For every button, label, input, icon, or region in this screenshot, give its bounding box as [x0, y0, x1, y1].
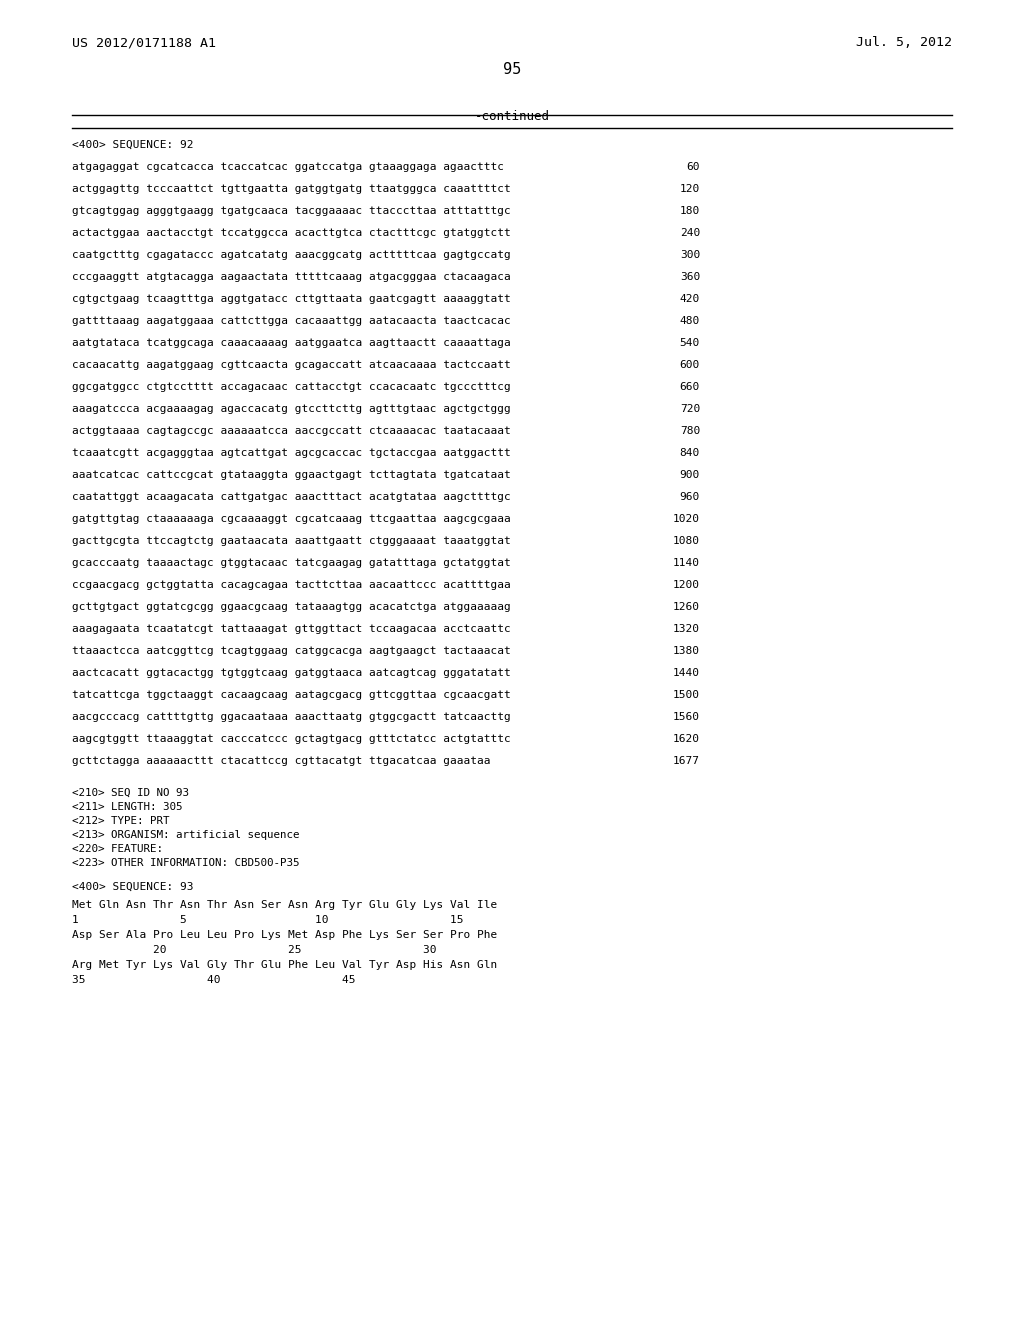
Text: actggtaaaa cagtagccgc aaaaaatcca aaccgccatt ctcaaaacac taatacaaat: actggtaaaa cagtagccgc aaaaaatcca aaccgcc… — [72, 426, 511, 436]
Text: <210> SEQ ID NO 93: <210> SEQ ID NO 93 — [72, 788, 189, 799]
Text: cacaacattg aagatggaag cgttcaacta gcagaccatt atcaacaaaa tactccaatt: cacaacattg aagatggaag cgttcaacta gcagacc… — [72, 360, 511, 370]
Text: cccgaaggtt atgtacagga aagaactata tttttcaaag atgacgggaa ctacaagaca: cccgaaggtt atgtacagga aagaactata tttttca… — [72, 272, 511, 282]
Text: 1620: 1620 — [673, 734, 700, 744]
Text: gacttgcgta ttccagtctg gaataacata aaattgaatt ctgggaaaat taaatggtat: gacttgcgta ttccagtctg gaataacata aaattga… — [72, 536, 511, 546]
Text: actactggaa aactacctgt tccatggcca acacttgtca ctactttcgc gtatggtctt: actactggaa aactacctgt tccatggcca acacttg… — [72, 228, 511, 238]
Text: gtcagtggag agggtgaagg tgatgcaaca tacggaaaac ttacccttaa atttatttgc: gtcagtggag agggtgaagg tgatgcaaca tacggaa… — [72, 206, 511, 216]
Text: tcaaatcgtt acgagggtaa agtcattgat agcgcaccac tgctaccgaa aatggacttt: tcaaatcgtt acgagggtaa agtcattgat agcgcac… — [72, 447, 511, 458]
Text: Arg Met Tyr Lys Val Gly Thr Glu Phe Leu Val Tyr Asp His Asn Gln: Arg Met Tyr Lys Val Gly Thr Glu Phe Leu … — [72, 960, 498, 970]
Text: Met Gln Asn Thr Asn Thr Asn Ser Asn Arg Tyr Glu Gly Lys Val Ile: Met Gln Asn Thr Asn Thr Asn Ser Asn Arg … — [72, 900, 498, 909]
Text: ggcgatggcc ctgtcctttt accagacaac cattacctgt ccacacaatc tgccctttcg: ggcgatggcc ctgtcctttt accagacaac cattacc… — [72, 381, 511, 392]
Text: 1560: 1560 — [673, 711, 700, 722]
Text: gatgttgtag ctaaaaaaga cgcaaaaggt cgcatcaaag ttcgaattaa aagcgcgaaa: gatgttgtag ctaaaaaaga cgcaaaaggt cgcatca… — [72, 513, 511, 524]
Text: gcttgtgact ggtatcgcgg ggaacgcaag tataaagtgg acacatctga atggaaaaag: gcttgtgact ggtatcgcgg ggaacgcaag tataaag… — [72, 602, 511, 612]
Text: atgagaggat cgcatcacca tcaccatcac ggatccatga gtaaaggaga agaactttc: atgagaggat cgcatcacca tcaccatcac ggatcca… — [72, 162, 504, 172]
Text: 900: 900 — [680, 470, 700, 480]
Text: aagcgtggtt ttaaaggtat cacccatccc gctagtgacg gtttctatcc actgtatttc: aagcgtggtt ttaaaggtat cacccatccc gctagtg… — [72, 734, 511, 744]
Text: 1200: 1200 — [673, 579, 700, 590]
Text: <223> OTHER INFORMATION: CBD500-P35: <223> OTHER INFORMATION: CBD500-P35 — [72, 858, 299, 869]
Text: <220> FEATURE:: <220> FEATURE: — [72, 843, 163, 854]
Text: caatgctttg cgagataccc agatcatatg aaacggcatg actttttcaa gagtgccatg: caatgctttg cgagataccc agatcatatg aaacggc… — [72, 249, 511, 260]
Text: 720: 720 — [680, 404, 700, 414]
Text: aactcacatt ggtacactgg tgtggtcaag gatggtaaca aatcagtcag gggatatatt: aactcacatt ggtacactgg tgtggtcaag gatggta… — [72, 668, 511, 678]
Text: 1080: 1080 — [673, 536, 700, 546]
Text: aaagatccca acgaaaagag agaccacatg gtccttcttg agtttgtaac agctgctggg: aaagatccca acgaaaagag agaccacatg gtccttc… — [72, 404, 511, 414]
Text: 840: 840 — [680, 447, 700, 458]
Text: 1320: 1320 — [673, 624, 700, 634]
Text: aatgtataca tcatggcaga caaacaaaag aatggaatca aagttaactt caaaattaga: aatgtataca tcatggcaga caaacaaaag aatggaa… — [72, 338, 511, 348]
Text: 1677: 1677 — [673, 756, 700, 766]
Text: 300: 300 — [680, 249, 700, 260]
Text: 60: 60 — [686, 162, 700, 172]
Text: <213> ORGANISM: artificial sequence: <213> ORGANISM: artificial sequence — [72, 830, 299, 840]
Text: aaagagaata tcaatatcgt tattaaagat gttggttact tccaagacaa acctcaattc: aaagagaata tcaatatcgt tattaaagat gttggtt… — [72, 624, 511, 634]
Text: 780: 780 — [680, 426, 700, 436]
Text: Asp Ser Ala Pro Leu Leu Pro Lys Met Asp Phe Lys Ser Ser Pro Phe: Asp Ser Ala Pro Leu Leu Pro Lys Met Asp … — [72, 931, 498, 940]
Text: 95: 95 — [503, 62, 521, 77]
Text: aacgcccacg cattttgttg ggacaataaa aaacttaatg gtggcgactt tatcaacttg: aacgcccacg cattttgttg ggacaataaa aaactta… — [72, 711, 511, 722]
Text: <400> SEQUENCE: 92: <400> SEQUENCE: 92 — [72, 140, 194, 150]
Text: caatattggt acaagacata cattgatgac aaactttact acatgtataa aagcttttgc: caatattggt acaagacata cattgatgac aaacttt… — [72, 492, 511, 502]
Text: 360: 360 — [680, 272, 700, 282]
Text: <212> TYPE: PRT: <212> TYPE: PRT — [72, 816, 170, 826]
Text: 35                  40                  45: 35 40 45 — [72, 975, 355, 985]
Text: 240: 240 — [680, 228, 700, 238]
Text: ccgaacgacg gctggtatta cacagcagaa tacttcttaa aacaattccc acattttgaa: ccgaacgacg gctggtatta cacagcagaa tacttct… — [72, 579, 511, 590]
Text: <400> SEQUENCE: 93: <400> SEQUENCE: 93 — [72, 882, 194, 892]
Text: gcacccaatg taaaactagc gtggtacaac tatcgaagag gatatttaga gctatggtat: gcacccaatg taaaactagc gtggtacaac tatcgaa… — [72, 558, 511, 568]
Text: 180: 180 — [680, 206, 700, 216]
Text: 960: 960 — [680, 492, 700, 502]
Text: 1380: 1380 — [673, 645, 700, 656]
Text: 480: 480 — [680, 315, 700, 326]
Text: 600: 600 — [680, 360, 700, 370]
Text: gcttctagga aaaaaacttt ctacattccg cgttacatgt ttgacatcaa gaaataa: gcttctagga aaaaaacttt ctacattccg cgttaca… — [72, 756, 490, 766]
Text: -continued: -continued — [474, 110, 550, 123]
Text: cgtgctgaag tcaagtttga aggtgatacc cttgttaata gaatcgagtt aaaaggtatt: cgtgctgaag tcaagtttga aggtgatacc cttgtta… — [72, 294, 511, 304]
Text: <211> LENGTH: 305: <211> LENGTH: 305 — [72, 803, 182, 812]
Text: 1140: 1140 — [673, 558, 700, 568]
Text: 660: 660 — [680, 381, 700, 392]
Text: tatcattcga tggctaaggt cacaagcaag aatagcgacg gttcggttaa cgcaacgatt: tatcattcga tggctaaggt cacaagcaag aatagcg… — [72, 690, 511, 700]
Text: ttaaactcca aatcggttcg tcagtggaag catggcacga aagtgaagct tactaaacat: ttaaactcca aatcggttcg tcagtggaag catggca… — [72, 645, 511, 656]
Text: aaatcatcac cattccgcat gtataaggta ggaactgagt tcttagtata tgatcataat: aaatcatcac cattccgcat gtataaggta ggaactg… — [72, 470, 511, 480]
Text: 540: 540 — [680, 338, 700, 348]
Text: 1020: 1020 — [673, 513, 700, 524]
Text: 1               5                   10                  15: 1 5 10 15 — [72, 915, 464, 925]
Text: actggagttg tcccaattct tgttgaatta gatggtgatg ttaatgggca caaattttct: actggagttg tcccaattct tgttgaatta gatggtg… — [72, 183, 511, 194]
Text: 1500: 1500 — [673, 690, 700, 700]
Text: Jul. 5, 2012: Jul. 5, 2012 — [856, 36, 952, 49]
Text: 420: 420 — [680, 294, 700, 304]
Text: 120: 120 — [680, 183, 700, 194]
Text: 1440: 1440 — [673, 668, 700, 678]
Text: gattttaaag aagatggaaa cattcttgga cacaaattgg aatacaacta taactcacac: gattttaaag aagatggaaa cattcttgga cacaaat… — [72, 315, 511, 326]
Text: US 2012/0171188 A1: US 2012/0171188 A1 — [72, 36, 216, 49]
Text: 1260: 1260 — [673, 602, 700, 612]
Text: 20                  25                  30: 20 25 30 — [72, 945, 436, 954]
